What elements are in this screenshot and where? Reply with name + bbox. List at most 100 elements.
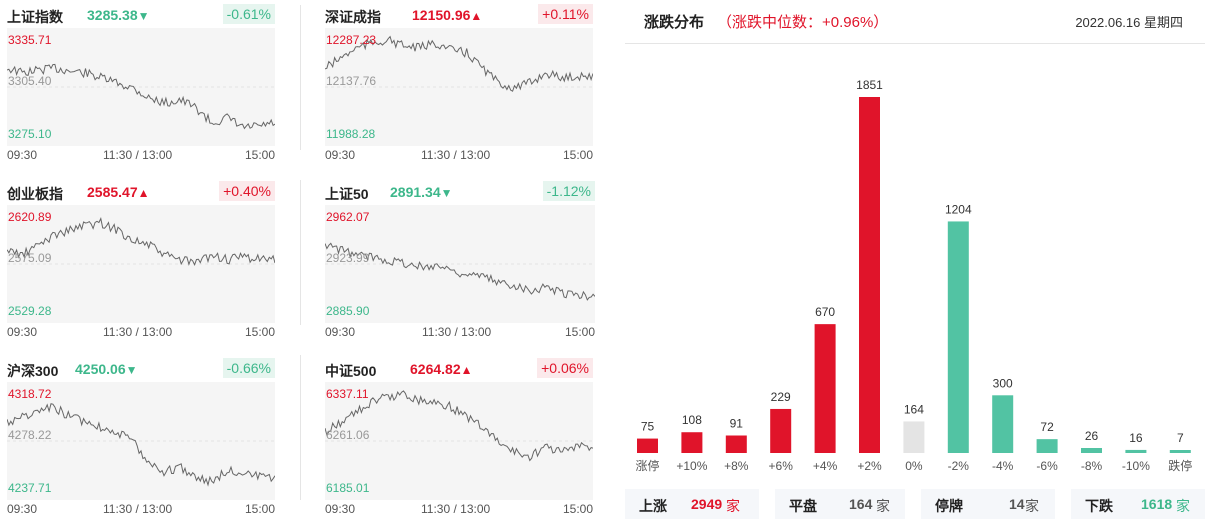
index-header: 深证成指 12150.96▲ +0.11% (325, 0, 593, 28)
bar-value-label: 7 (1177, 431, 1184, 445)
time-end-label: 15:00 (244, 148, 275, 162)
index-value: 2891.34▼ (390, 184, 453, 200)
bar-value-label: 16 (1129, 431, 1143, 445)
footer-flat: 平盘 164 家 (775, 489, 905, 519)
index-value-number: 4250.06 (75, 361, 126, 377)
bar-value-label: 108 (682, 413, 702, 427)
time-mid-label: 11:30 / 13:00 (422, 325, 492, 339)
distribution-header-divider (625, 43, 1205, 44)
bar-category-label: -4% (992, 459, 1014, 473)
price-high-label: 3335.71 (8, 33, 52, 47)
bar-category-label: +10% (676, 459, 707, 473)
footer-halt-value: 14 (1009, 496, 1025, 512)
price-high-label: 4318.72 (8, 387, 52, 401)
index-panel[interactable]: 沪深300 4250.06▼ -0.66% 4318.72 4278.22 4237.71… (7, 354, 275, 524)
index-value-number: 12150.96 (412, 7, 471, 23)
intraday-plot: 4318.72 4278.22 4237.71 (7, 382, 275, 500)
index-change-percent: +0.06% (537, 358, 593, 378)
bar-value-label: 91 (730, 416, 744, 430)
bar-value-label: 72 (1040, 420, 1054, 434)
footer-flat-unit: 家 (876, 498, 890, 514)
time-mid-label: 11:30 / 13:00 (103, 325, 173, 339)
price-high-label: 6337.11 (326, 387, 369, 401)
intraday-price-line (325, 35, 593, 92)
index-value-number: 3285.38 (87, 7, 138, 23)
distribution-bar (947, 221, 969, 453)
bar-value-label: 229 (771, 390, 791, 404)
up-arrow-icon: ▲ (460, 363, 473, 377)
distribution-bar (1125, 449, 1147, 453)
intraday-price-line (325, 242, 595, 301)
index-value: 3285.38▼ (87, 7, 150, 23)
column-divider (300, 355, 301, 500)
time-start-label: 09:30 (7, 502, 38, 516)
time-start-label: 09:30 (325, 502, 356, 516)
index-change-percent: -0.66% (222, 358, 275, 378)
bar-category-label: -10% (1122, 459, 1150, 473)
index-name: 沪深300 (7, 363, 59, 379)
index-name: 上证50 (325, 186, 369, 202)
bar-value-label: 75 (641, 420, 655, 434)
bar-value-label: 670 (815, 305, 835, 319)
index-panel[interactable]: 上证50 2891.34▼ -1.12% 2962.07 2923.99 2885.90 0… (325, 177, 595, 347)
price-low-label: 6185.01 (326, 481, 370, 495)
time-end-label: 15:00 (562, 148, 593, 162)
intraday-plot: 3335.71 3305.40 3275.10 (7, 28, 275, 146)
bar-value-label: 164 (904, 402, 924, 416)
intraday-plot: 6337.11 6261.06 6185.01 (325, 382, 593, 500)
price-low-label: 2529.28 (8, 304, 52, 318)
index-name: 创业板指 (7, 186, 63, 202)
index-panel[interactable]: 深证成指 12150.96▲ +0.11% 12287.23 12137.76 11988… (325, 0, 593, 170)
index-header: 创业板指 2585.47▲ +0.40% (7, 177, 275, 205)
footer-down-value: 1618 (1141, 496, 1173, 512)
index-value: 6264.82▲ (410, 361, 473, 377)
time-end-label: 15:00 (564, 325, 595, 339)
bar-category-label: -8% (1081, 459, 1103, 473)
up-arrow-icon: ▲ (470, 9, 483, 23)
price-mid-label: 3305.40 (8, 74, 52, 88)
distribution-bar (681, 432, 703, 453)
footer-up-label: 上涨 (639, 498, 667, 514)
index-panel[interactable]: 中证500 6264.82▲ +0.06% 6337.11 6261.06 6185.01… (325, 354, 593, 524)
distribution-bar (770, 408, 792, 453)
time-end-label: 15:00 (244, 325, 275, 339)
bar-category-label: 跌停 (1168, 458, 1192, 473)
price-mid-label: 12137.76 (326, 74, 377, 88)
index-value: 4250.06▼ (75, 361, 138, 377)
price-low-label: 2885.90 (326, 304, 370, 318)
index-name: 中证500 (325, 363, 377, 379)
price-mid-label: 2923.99 (326, 251, 370, 265)
bar-value-label: 1204 (945, 202, 972, 216)
distribution-bar (637, 438, 658, 453)
time-start-label: 09:30 (325, 325, 356, 339)
distribution-date: 2022.06.16 星期四 (1075, 15, 1183, 30)
index-change-percent: -1.12% (542, 181, 595, 201)
footer-halt: 停牌 14 家 (921, 489, 1055, 519)
index-name: 深证成指 (325, 9, 381, 25)
price-low-label: 3275.10 (8, 127, 52, 141)
index-value-number: 2891.34 (390, 184, 441, 200)
intraday-plot: 2620.89 2575.09 2529.28 (7, 205, 275, 323)
bar-category-label: 0% (905, 459, 923, 473)
bar-category-label: -2% (948, 459, 970, 473)
price-high-label: 12287.23 (326, 33, 377, 47)
index-panel[interactable]: 上证指数 3285.38▼ -0.61% 3335.71 3305.40 3275.10 0… (7, 0, 275, 170)
intraday-price-line (7, 217, 275, 266)
index-value-number: 6264.82 (410, 361, 461, 377)
price-mid-label: 2575.09 (8, 251, 52, 265)
distribution-bar (814, 324, 836, 453)
time-start-label: 09:30 (7, 148, 38, 162)
footer-up: 上涨 2949 家 (625, 489, 759, 519)
time-end-label: 15:00 (562, 502, 593, 516)
price-low-label: 11988.28 (326, 127, 376, 141)
distribution-median: （涨跌中位数：+0.96%） (717, 14, 889, 31)
footer-down-label: 下跌 (1085, 498, 1113, 514)
index-name: 上证指数 (7, 9, 63, 25)
down-arrow-icon: ▼ (125, 363, 138, 377)
index-panel[interactable]: 创业板指 2585.47▲ +0.40% 2620.89 2575.09 2529.28 0… (7, 177, 275, 347)
down-arrow-icon: ▼ (137, 9, 150, 23)
time-start-label: 09:30 (325, 148, 356, 162)
distribution-bar (1081, 447, 1102, 453)
up-arrow-icon: ▲ (137, 186, 150, 200)
time-start-label: 09:30 (7, 325, 38, 339)
